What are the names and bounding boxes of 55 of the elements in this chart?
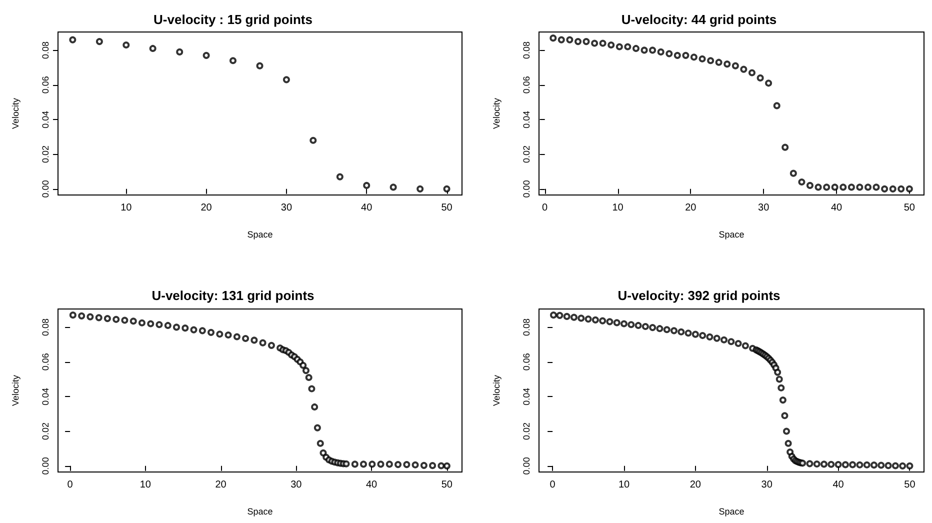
y-tick-label: 0.02 [40,145,50,164]
x-tick-label: 50 [441,202,453,214]
x-tick-label: 10 [140,479,152,490]
y-tick-label: 0.04 [40,387,50,405]
x-tick-label: 20 [215,479,227,490]
x-tick-label: 0 [67,479,74,490]
x-tick-label: 20 [200,202,212,214]
y-tick-label: 0.04 [40,110,50,128]
y-tick-label: 0.00 [40,180,50,198]
y-axis-title: Velocity [492,98,502,130]
x-tick-label: 30 [758,202,770,214]
y-tick-label: 0.08 [40,318,50,336]
x-tick-label: 50 [441,479,453,490]
x-tick-label: 50 [904,479,916,490]
x-tick-label: 50 [904,202,916,214]
x-tick-label: 10 [618,479,630,490]
y-tick-label: 0.08 [522,41,532,59]
y-tick-label: 0.02 [522,145,532,164]
y-tick-label: 0.04 [522,387,532,405]
y-tick-label: 0.08 [40,41,50,59]
y-tick-label: 0.04 [522,110,532,128]
x-tick-label: 40 [366,479,378,490]
x-axis-title: Space [247,506,273,516]
x-tick-label: 40 [830,202,842,214]
x-axis-title: Space [718,506,744,516]
y-axis-title: Velocity [492,374,502,406]
x-tick-label: 10 [612,202,624,214]
chart-title: U-velocity: 392 grid points [618,288,780,302]
x-tick-label: 40 [832,479,844,490]
x-tick-label: 0 [542,202,548,214]
x-axis-title: Space [247,230,273,240]
y-tick-label: 0.02 [40,422,50,440]
chart-title: U-velocity: 131 grid points [152,288,314,302]
y-tick-label: 0.00 [522,456,532,474]
x-tick-label: 40 [361,202,373,214]
y-tick-label: 0.06 [522,76,532,94]
y-tick-label: 0.00 [522,180,532,198]
y-tick-label: 0.02 [522,422,532,440]
x-tick-label: 30 [290,479,302,490]
x-tick-label: 20 [690,479,702,490]
y-axis-title: Velocity [10,374,20,406]
x-tick-label: 20 [685,202,697,214]
x-tick-label: 30 [761,479,773,490]
chart-title: U-velocity : 15 grid points [154,12,312,27]
chart-title: U-velocity: 44 grid points [621,12,777,27]
y-tick-label: 0.00 [40,456,50,474]
x-axis-title: Space [718,230,744,240]
y-tick-label: 0.06 [522,352,532,370]
y-tick-label: 0.06 [40,352,50,370]
x-tick-label: 30 [280,202,292,214]
y-axis-title: Velocity [10,98,20,130]
x-tick-label: 10 [120,202,132,214]
x-tick-label: 0 [550,479,556,490]
y-tick-label: 0.08 [522,318,532,336]
y-tick-label: 0.06 [40,76,50,94]
